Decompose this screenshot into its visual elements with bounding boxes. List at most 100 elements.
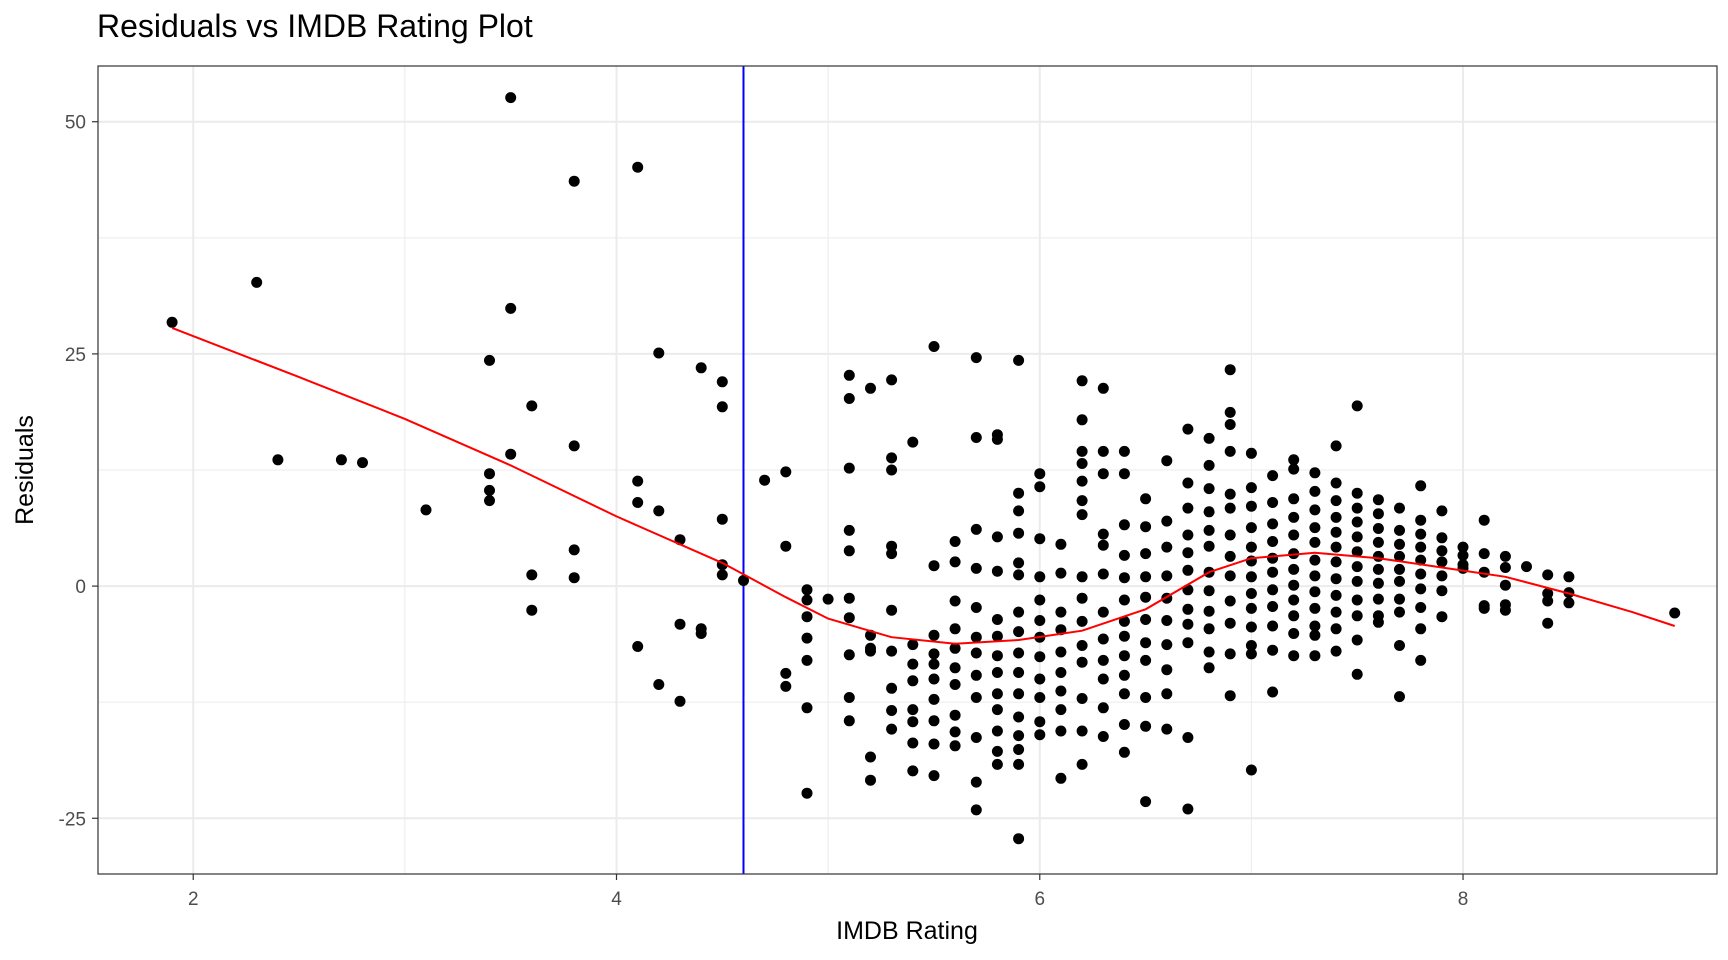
- data-point: [1140, 493, 1152, 505]
- data-point: [1415, 514, 1427, 526]
- data-point: [1203, 540, 1215, 552]
- data-point: [1245, 648, 1257, 660]
- data-point: [886, 705, 898, 716]
- data-point: [1245, 541, 1257, 553]
- data-point: [1224, 488, 1236, 500]
- data-point: [1097, 654, 1109, 666]
- data-point: [1394, 575, 1405, 587]
- data-point: [1224, 419, 1236, 430]
- data-point: [1161, 455, 1173, 467]
- data-point: [1245, 588, 1257, 599]
- data-point: [1097, 528, 1109, 540]
- data-point: [1351, 610, 1363, 622]
- data-point: [632, 497, 644, 508]
- data-point: [1203, 646, 1215, 658]
- data-point: [1542, 595, 1554, 607]
- data-point: [1288, 563, 1300, 575]
- data-point: [1182, 803, 1194, 815]
- data-point: [1330, 526, 1342, 538]
- data-point: [1203, 585, 1215, 597]
- data-point: [1436, 570, 1448, 582]
- data-point: [970, 669, 982, 681]
- data-point: [1013, 711, 1025, 723]
- data-point: [653, 679, 665, 690]
- data-point: [1097, 731, 1109, 742]
- data-point: [1309, 629, 1321, 641]
- data-point: [1118, 650, 1130, 662]
- data-point: [1161, 570, 1173, 582]
- data-point: [780, 680, 792, 692]
- data-point: [1394, 593, 1405, 605]
- data-point: [1076, 725, 1088, 737]
- data-point: [780, 667, 792, 679]
- data-point: [1182, 732, 1194, 743]
- data-point: [991, 650, 1003, 662]
- data-point: [1224, 648, 1236, 660]
- data-point: [1013, 758, 1025, 770]
- data-point: [1076, 509, 1088, 521]
- data-point: [1140, 591, 1152, 603]
- data-point: [1330, 495, 1342, 507]
- data-point: [1118, 468, 1130, 480]
- data-point: [1097, 633, 1109, 645]
- data-point: [632, 475, 644, 487]
- data-point: [1118, 669, 1130, 681]
- data-point: [970, 647, 982, 659]
- y-tick-label: 25: [65, 345, 86, 366]
- data-point: [1055, 725, 1067, 737]
- data-point: [1267, 518, 1279, 530]
- data-point: [695, 362, 707, 374]
- data-point: [695, 628, 707, 639]
- data-point: [1436, 611, 1448, 623]
- data-point: [526, 400, 538, 412]
- data-point: [928, 629, 940, 641]
- data-point: [801, 632, 813, 644]
- data-point: [843, 393, 855, 404]
- data-point: [1118, 719, 1130, 730]
- data-point: [1457, 541, 1469, 553]
- data-point: [1034, 692, 1046, 703]
- data-point: [1140, 548, 1152, 560]
- data-point: [1309, 522, 1321, 534]
- data-point: [716, 513, 728, 525]
- data-point: [1182, 603, 1194, 615]
- data-point: [843, 524, 855, 536]
- data-point: [1478, 602, 1490, 614]
- data-point: [420, 504, 432, 516]
- data-point: [1245, 482, 1257, 494]
- data-point: [568, 544, 580, 556]
- data-point: [1436, 505, 1448, 517]
- data-point: [949, 595, 961, 607]
- data-point: [1351, 531, 1363, 543]
- data-point: [653, 505, 665, 517]
- data-point: [1203, 506, 1215, 518]
- data-point: [1436, 532, 1448, 544]
- data-point: [1161, 688, 1173, 700]
- data-point: [1203, 432, 1215, 444]
- data-point: [1076, 640, 1088, 651]
- data-point: [1245, 640, 1257, 651]
- data-point: [886, 604, 898, 616]
- data-point: [1372, 593, 1384, 605]
- data-point: [907, 716, 919, 728]
- data-point: [1330, 556, 1342, 568]
- data-point: [1140, 720, 1152, 732]
- data-point: [1076, 656, 1088, 668]
- data-point: [632, 161, 644, 173]
- data-point: [1415, 480, 1427, 492]
- data-point: [1013, 647, 1025, 659]
- data-point: [1351, 487, 1363, 499]
- data-point: [1118, 688, 1130, 700]
- data-point: [1076, 414, 1088, 426]
- data-point: [1076, 615, 1088, 627]
- data-point: [1542, 569, 1554, 581]
- data-point: [1267, 552, 1279, 564]
- data-point: [1394, 563, 1405, 575]
- data-point: [1013, 626, 1025, 638]
- data-point: [759, 474, 771, 486]
- data-point: [505, 92, 517, 104]
- x-axis-title: IMDB Rating: [836, 917, 978, 945]
- data-point: [970, 804, 982, 816]
- data-point: [991, 758, 1003, 770]
